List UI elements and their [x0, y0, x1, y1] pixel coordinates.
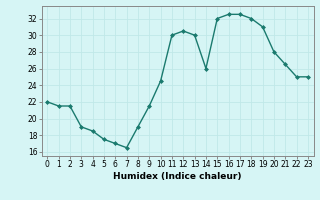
X-axis label: Humidex (Indice chaleur): Humidex (Indice chaleur) — [113, 172, 242, 181]
